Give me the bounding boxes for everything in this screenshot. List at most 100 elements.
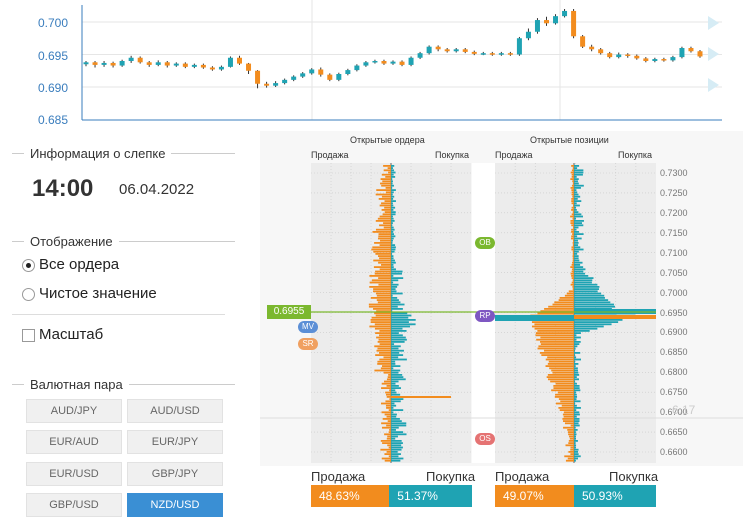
orders-buy-bar — [391, 446, 403, 449]
orders-buy-bar — [391, 385, 399, 387]
positions-buy-bar — [574, 407, 581, 409]
orders-sell-bar — [377, 363, 391, 365]
orders-sell-bar — [372, 246, 391, 249]
orders-buy-bar — [391, 165, 395, 167]
candle — [327, 74, 333, 80]
radio-all-orders-label[interactable]: Все ордера — [39, 256, 120, 273]
pair-button[interactable]: AUD/USD — [127, 399, 223, 423]
candle — [670, 57, 676, 61]
positions-sell-bar — [539, 352, 574, 354]
radio-all-orders[interactable] — [22, 259, 35, 272]
positions-sell-bar — [572, 233, 574, 235]
orders-buy-bar — [391, 444, 402, 447]
positions-buy-bar — [574, 363, 579, 365]
orders-sell-bar — [377, 301, 391, 304]
orders-sell-bar — [389, 389, 391, 392]
orders-sell-bar — [389, 429, 391, 431]
orders-sell-bar — [385, 176, 391, 178]
orders-sell-bar — [380, 440, 391, 442]
orders-buy-bar — [391, 437, 396, 440]
orders-sell-bar — [384, 413, 391, 416]
orders-sell-bar — [379, 204, 391, 207]
orders-sell-bar — [382, 442, 391, 444]
orders-buy-bar — [391, 356, 399, 359]
positions-sell-bar — [572, 255, 574, 257]
radio-net-value[interactable] — [22, 288, 35, 301]
orders-sell-bar — [379, 268, 391, 271]
play-arrow-icon[interactable] — [708, 16, 719, 30]
positions-buy-bar — [574, 411, 580, 414]
positions-sell-bar — [559, 297, 574, 299]
candle — [381, 61, 387, 64]
positions-buy-bar — [574, 341, 581, 343]
orders-sell-bar — [374, 323, 391, 326]
positions-sell-bar — [537, 330, 574, 332]
positions-buy-bar — [574, 233, 584, 235]
candle — [571, 10, 577, 37]
candle — [173, 63, 179, 66]
candle — [200, 64, 206, 68]
orders-buy-bar — [391, 378, 406, 381]
positions-buy-bar — [574, 253, 578, 255]
orders-buy-bar — [391, 435, 398, 438]
orders-sell-label: Продажа — [311, 469, 366, 484]
positions-sell-header: Продажа — [495, 150, 533, 160]
pair-button[interactable]: EUR/AUD — [26, 430, 122, 454]
pair-button[interactable]: GBP/JPY — [127, 462, 223, 486]
scale-label[interactable]: Масштаб — [39, 326, 104, 343]
price-tick-label: 0.7050 — [660, 267, 688, 278]
scale-checkbox[interactable] — [22, 329, 35, 342]
orders-sell-bar — [378, 352, 391, 354]
candle — [444, 49, 450, 52]
play-arrow-icon[interactable] — [708, 47, 719, 61]
positions-buy-bar — [574, 275, 589, 277]
orders-sell-bar — [370, 321, 391, 323]
positions-buy-bar — [574, 195, 581, 198]
orders-sell-header: Продажа — [311, 150, 349, 160]
positions-sell-bar — [563, 426, 574, 429]
orders-sell-bar — [383, 371, 391, 374]
orders-sell-bar — [384, 206, 391, 209]
positions-buy-bar — [574, 349, 576, 352]
orders-buy-bar — [391, 173, 394, 176]
pair-button[interactable]: AUD/JPY — [26, 399, 122, 423]
price-tick-label: 0.7250 — [660, 187, 688, 198]
positions-sell-bar — [553, 385, 574, 387]
positions-buy-bar — [574, 180, 578, 183]
current-price-badge: 0.6955 — [267, 305, 311, 319]
price-tick-label: 0.6750 — [660, 387, 688, 398]
orders-buy-bar — [391, 303, 405, 306]
positions-sell-bar — [571, 235, 574, 238]
orders-sell-bar — [381, 422, 391, 425]
positions-sell-bar — [565, 459, 574, 462]
radio-net-value-label[interactable]: Чистое значение — [39, 285, 157, 302]
orders-sell-bar — [385, 404, 391, 407]
orders-buy-bar — [391, 382, 396, 385]
candle — [453, 49, 459, 52]
positions-buy-bar — [574, 292, 602, 295]
orders-buy-bar — [391, 248, 396, 251]
play-arrow-icon[interactable] — [708, 78, 719, 92]
positions-sell-bar — [571, 277, 574, 279]
positions-buy-bar — [574, 422, 579, 425]
orders-sell-bar — [382, 418, 391, 420]
pair-title: Валютная пара — [24, 377, 129, 392]
orders-buy-bar — [391, 167, 393, 169]
orders-sell-bar — [387, 167, 391, 169]
orders-buy-bar — [391, 319, 416, 321]
positions-buy-bar — [574, 321, 619, 323]
positions-buy-bar — [574, 338, 577, 341]
positions-buy-bar — [574, 206, 577, 209]
positions-sell-bar — [568, 451, 574, 453]
positions-buy-bar — [574, 343, 580, 345]
pair-button[interactable]: EUR/JPY — [127, 430, 223, 454]
orders-buy-bar — [391, 202, 393, 205]
display-title: Отображение — [24, 234, 119, 249]
orders-sell-bar — [381, 202, 391, 205]
orders-sell-bar — [372, 290, 391, 293]
positions-buy-bar — [574, 424, 580, 427]
candle — [462, 49, 468, 52]
orders-sell-bar — [376, 294, 391, 297]
pair-button[interactable]: EUR/USD — [26, 462, 122, 486]
positions-sell-bar — [570, 215, 574, 218]
